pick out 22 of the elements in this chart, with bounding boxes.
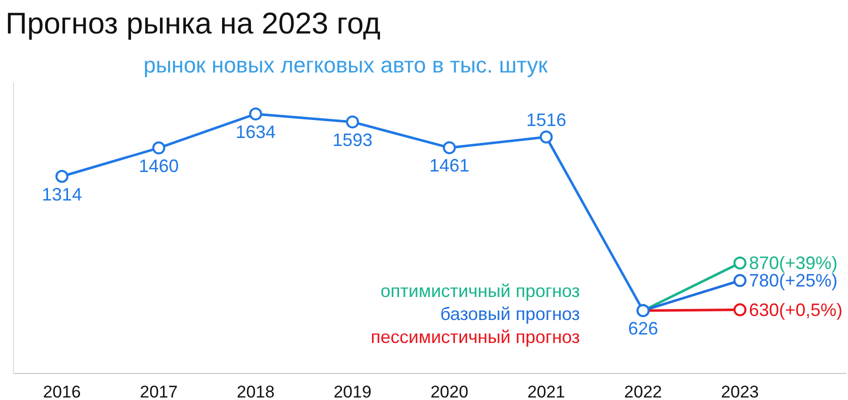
x-tick-label: 2016 bbox=[43, 382, 81, 400]
data-label: 870(+39%) bbox=[748, 252, 838, 273]
data-label: 1461 bbox=[429, 156, 470, 176]
text: оптимистичный прогноз bbox=[380, 281, 580, 302]
x-tick-label: 2019 bbox=[334, 382, 372, 400]
data-label: 1460 bbox=[138, 156, 179, 176]
text: пессимистичный прогноз bbox=[370, 327, 580, 348]
data-label: 630(+0,5%) bbox=[748, 300, 843, 320]
data-label: 1516 bbox=[526, 110, 566, 130]
x-tick-label: 2023 bbox=[721, 382, 759, 400]
data-label: 1634 bbox=[236, 122, 276, 142]
text: базовый прогноз bbox=[440, 304, 580, 324]
data-label: 626 bbox=[628, 318, 658, 339]
x-tick-label: 2020 bbox=[430, 382, 468, 400]
x-tick-label: 2018 bbox=[236, 382, 275, 400]
x-tick-label: 2021 bbox=[527, 382, 566, 400]
data-label: 1593 bbox=[332, 130, 373, 150]
x-tick-label: 2022 bbox=[624, 382, 662, 400]
chart-title: Прогноз рынка на 2023 год bbox=[6, 8, 380, 40]
x-tick-label: 2017 bbox=[140, 382, 178, 400]
chart-subtitle: рынок новых легковых авто в тыс. штук bbox=[144, 52, 548, 78]
data-label: 1314 bbox=[42, 184, 82, 204]
